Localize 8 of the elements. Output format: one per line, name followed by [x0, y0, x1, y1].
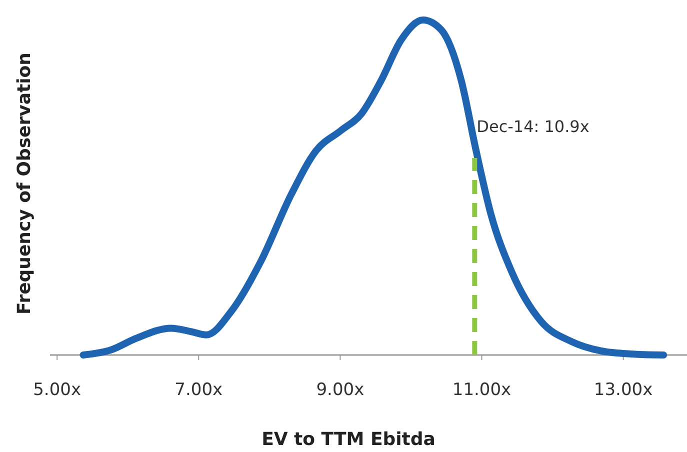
- x-tick-label: 9.00x: [316, 380, 364, 400]
- x-tick-label: 13.00x: [594, 380, 653, 400]
- y-axis-title: Frequency of Observation: [14, 52, 35, 314]
- x-tick-label: 5.00x: [33, 380, 82, 400]
- ref-line-label: Dec-14: 10.9x: [476, 117, 590, 136]
- x-tick-label: 7.00x: [174, 380, 223, 400]
- x-axis-title: EV to TTM Ebitda: [262, 429, 436, 450]
- x-tick-label: 11.00x: [452, 380, 512, 400]
